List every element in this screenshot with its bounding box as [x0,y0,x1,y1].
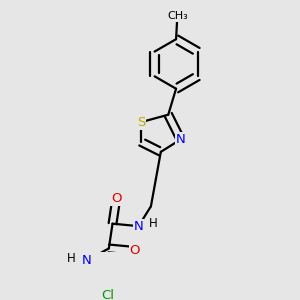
Text: H: H [149,217,158,230]
Text: N: N [82,254,92,267]
Text: O: O [130,244,140,257]
Text: Cl: Cl [101,289,115,300]
Text: O: O [111,192,122,206]
Text: N: N [176,133,185,146]
Text: S: S [137,116,145,129]
Text: H: H [67,252,76,265]
Text: N: N [134,220,143,232]
Text: CH₃: CH₃ [167,11,188,21]
